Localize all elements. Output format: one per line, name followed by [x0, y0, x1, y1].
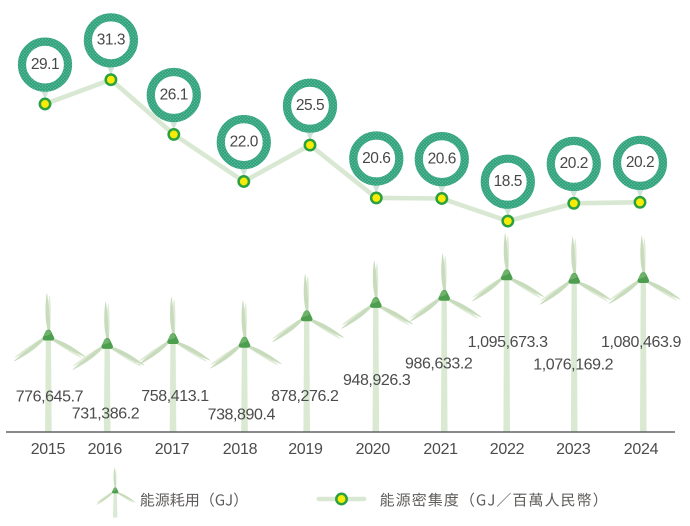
svg-text:948,926.3: 948,926.3 — [343, 372, 411, 389]
svg-text:738,890.4: 738,890.4 — [208, 406, 276, 423]
svg-text:20.6: 20.6 — [362, 150, 390, 167]
svg-text:2020: 2020 — [356, 441, 391, 458]
svg-text:2024: 2024 — [624, 441, 659, 458]
svg-text:1,076,169.2: 1,076,169.2 — [533, 357, 613, 374]
svg-text:1,080,463.9: 1,080,463.9 — [601, 334, 681, 351]
svg-text:1,095,673.3: 1,095,673.3 — [468, 334, 548, 351]
svg-text:776,645.7: 776,645.7 — [16, 389, 84, 406]
svg-text:29.1: 29.1 — [31, 56, 59, 73]
svg-text:2018: 2018 — [223, 441, 258, 458]
svg-text:2015: 2015 — [31, 441, 66, 458]
svg-text:2022: 2022 — [490, 441, 525, 458]
svg-text:2017: 2017 — [155, 441, 190, 458]
svg-text:20.2: 20.2 — [560, 155, 588, 172]
svg-text:731,386.2: 731,386.2 — [72, 405, 140, 422]
svg-text:2023: 2023 — [556, 441, 591, 458]
svg-text:22.0: 22.0 — [230, 133, 259, 150]
svg-text:758,413.1: 758,413.1 — [141, 388, 209, 405]
svg-text:986,633.2: 986,633.2 — [405, 356, 473, 373]
svg-text:2019: 2019 — [288, 441, 323, 458]
svg-text:2021: 2021 — [423, 441, 458, 458]
svg-text:26.1: 26.1 — [160, 86, 188, 103]
svg-text:31.3: 31.3 — [97, 32, 125, 49]
svg-text:878,276.2: 878,276.2 — [271, 388, 339, 405]
svg-text:2016: 2016 — [88, 441, 123, 458]
svg-text:25.5: 25.5 — [296, 97, 324, 114]
svg-text:18.5: 18.5 — [494, 173, 522, 190]
svg-text:20.2: 20.2 — [626, 154, 654, 171]
svg-text:20.6: 20.6 — [428, 150, 456, 167]
